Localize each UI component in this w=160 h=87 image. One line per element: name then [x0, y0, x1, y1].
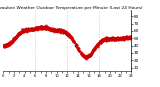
- Title: Milwaukee Weather Outdoor Temperature per Minute (Last 24 Hours): Milwaukee Weather Outdoor Temperature pe…: [0, 6, 143, 10]
